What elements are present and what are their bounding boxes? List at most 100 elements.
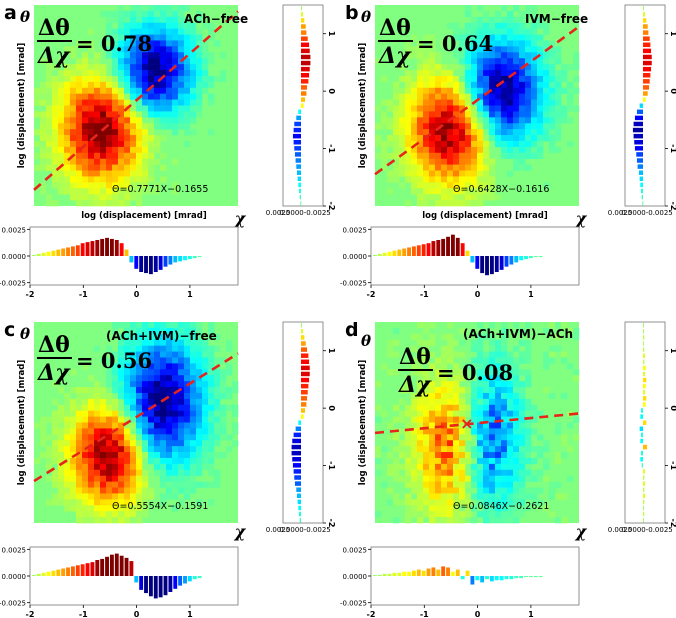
heatmap-cell: [118, 392, 125, 400]
heatmap-cell: [208, 434, 215, 441]
heatmap-cell: [82, 463, 89, 471]
heatmap-cell: [118, 93, 125, 100]
heatmap-cell: [441, 333, 448, 341]
heatmap-cell: [160, 363, 167, 370]
heatmap-cell: [58, 158, 65, 165]
heatmap-cell: [405, 387, 412, 394]
heatmap-cell: [148, 64, 155, 71]
heatmap-cell: [154, 16, 161, 24]
heatmap-cell: [106, 422, 113, 429]
heatmap-cell: [64, 70, 71, 77]
y-marginal-bar: [639, 103, 643, 108]
heatmap-cell: [124, 469, 131, 476]
heatmap-cell: [112, 75, 119, 83]
heatmap-cell: [519, 28, 526, 35]
heatmap-cell: [64, 398, 71, 406]
heatmap-cell: [519, 369, 526, 376]
heatmap-cell: [531, 428, 538, 435]
x-marginal-bar: [85, 242, 90, 256]
heatmap-cell: [453, 117, 460, 124]
heatmap-cell: [483, 422, 490, 429]
heatmap-cell: [411, 434, 418, 441]
heatmap-cell: [88, 457, 95, 465]
heatmap-cell: [130, 111, 137, 118]
heatmap-cell: [124, 40, 131, 47]
heatmap-cell: [184, 34, 191, 41]
heatmap-cell: [447, 463, 454, 471]
heatmap-cell: [64, 452, 71, 459]
heatmap-cell: [405, 428, 412, 435]
heatmap-cell: [453, 463, 460, 471]
heatmap-cell: [124, 404, 131, 411]
heatmap-cell: [411, 511, 418, 518]
heatmap-cell: [567, 363, 574, 370]
heatmap-cell: [489, 176, 496, 183]
heatmap-cell: [190, 463, 197, 471]
heatmap-cell: [519, 93, 526, 100]
heatmap-cell: [142, 327, 149, 335]
heatmap-cell: [118, 135, 125, 142]
heatmap-cell: [507, 387, 514, 394]
heatmap-cell: [124, 381, 131, 388]
heatmap-cell: [417, 93, 424, 100]
chi-symbol: χ: [575, 209, 588, 228]
heatmap-cell: [136, 52, 143, 59]
heatmap-cell: [519, 117, 526, 124]
heatmap-cell: [543, 440, 550, 447]
heatmap-cell: [76, 493, 83, 500]
heatmap-cell: [387, 434, 394, 441]
heatmap-cell: [148, 440, 155, 447]
heatmap-cell: [118, 129, 125, 136]
heatmap-cell: [513, 105, 520, 112]
heatmap-cell: [46, 457, 53, 465]
heatmap-cell: [501, 123, 508, 130]
heatmap-cell: [124, 16, 131, 24]
y-marginal-frame: [282, 321, 324, 524]
heatmap-cell: [531, 499, 538, 506]
heatmap-cell: [483, 58, 490, 65]
heatmap-cell: [112, 158, 119, 165]
heatmap-cell: [112, 70, 119, 77]
heatmap-cell: [142, 22, 149, 29]
heatmap-cell: [537, 87, 544, 94]
heatmap-cell: [453, 52, 460, 59]
heatmap-cell: [477, 164, 484, 171]
heatmap-cell: [64, 117, 71, 124]
heatmap-cell: [471, 194, 478, 201]
heatmap-cell: [202, 404, 209, 411]
heatmap-cell: [441, 463, 448, 471]
y-marginal-bar: [301, 73, 310, 78]
heatmap-cell: [76, 475, 83, 482]
heatmap-cell: [196, 357, 203, 364]
heatmap-cell: [429, 493, 436, 500]
x-marginal-bar: [421, 244, 426, 256]
heatmap-cell: [154, 140, 161, 148]
x-marginal-bar: [499, 256, 504, 270]
heatmap-cell: [399, 410, 406, 417]
heatmap-cell: [160, 428, 167, 435]
heatmap-cell: [112, 105, 119, 112]
heatmap-cell: [477, 111, 484, 118]
heatmap-cell: [489, 111, 496, 118]
heatmap-cell: [483, 457, 490, 465]
heatmap-cell: [46, 158, 53, 165]
heatmap-cell: [100, 123, 107, 130]
heatmap-cell: [52, 105, 59, 112]
heatmap-cell: [232, 387, 239, 394]
heatmap-cell: [178, 111, 185, 118]
heatmap-cell: [513, 5, 520, 12]
x-marginal-bar: [168, 256, 173, 265]
heatmap-cell: [423, 123, 430, 130]
heatmap-cell: [387, 487, 394, 494]
heatmap-cell: [495, 428, 502, 435]
heatmap-cell: [459, 463, 466, 471]
heatmap-cell: [100, 505, 107, 512]
heatmap-cell: [106, 505, 113, 512]
heatmap-cell: [417, 446, 424, 453]
heatmap-cell: [190, 392, 197, 400]
y-marginal-bar: [301, 347, 308, 352]
heatmap-cell: [423, 322, 430, 329]
heatmap-cell: [495, 28, 502, 35]
x-marginal-bar: [538, 256, 543, 258]
heatmap-cell: [76, 505, 83, 512]
